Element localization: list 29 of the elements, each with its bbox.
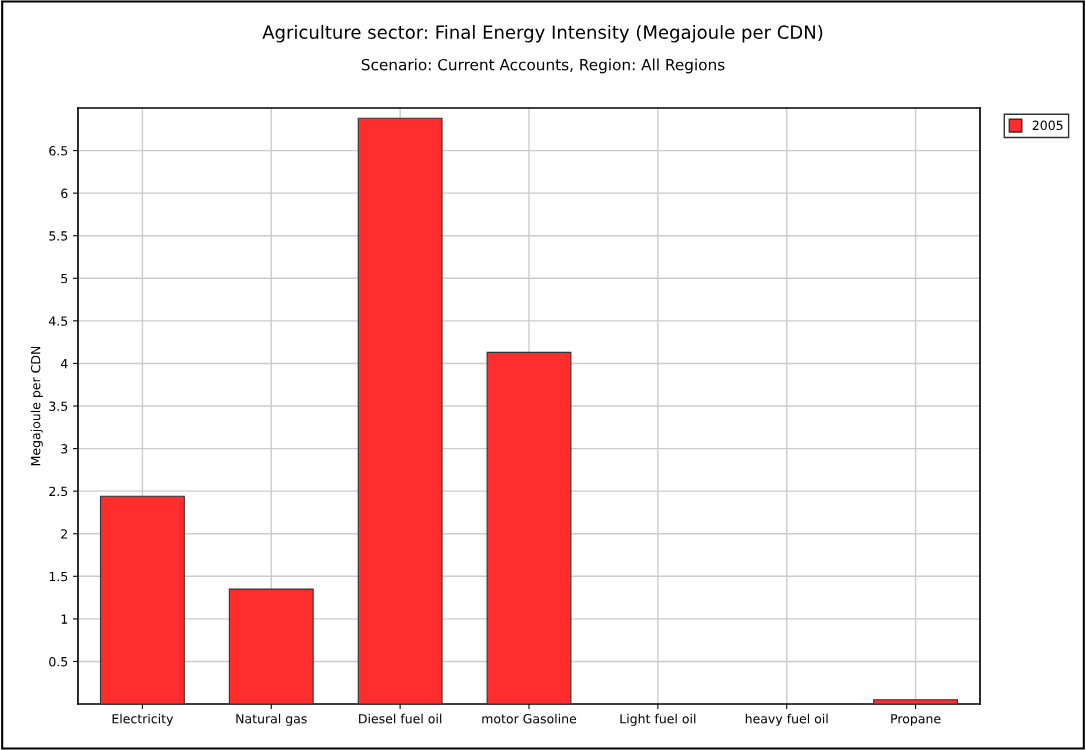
x-tick-label: Diesel fuel oil [359,713,442,724]
y-axis-title: Megajoule per CDN [30,346,43,466]
legend-label: 2005 [1032,120,1063,131]
x-tick-label: heavy fuel oil [745,713,828,726]
bar [228,588,314,705]
y-tick-label: 6.5 [49,146,68,156]
y-tick-label: 5.5 [49,231,68,241]
y-tick-label: 1 [61,614,68,624]
y-tick-label: 3 [61,444,68,454]
chart-subtitle: Scenario: Current Accounts, Region: All Regions [361,58,725,74]
bar [357,117,443,705]
x-tick-label: Light fuel oil [620,713,696,726]
y-tick-label: 4.5 [48,316,68,326]
x-tick-label: Electricity [112,713,174,726]
bar [873,699,959,705]
x-tick-label: Natural gas [236,713,307,726]
bar [486,351,572,705]
chart-title: Agriculture sector: Final Energy Intensity (Megajoule per CDN) [262,25,823,43]
y-tick-label: 3.5 [49,401,68,411]
bar [99,495,185,705]
x-tick-label: motor Gasoline [482,713,577,724]
y-tick-label: 2.5 [49,486,68,497]
y-tick-label: 2 [61,529,67,539]
y-tick-label: 1.5 [49,571,68,582]
y-tick-label: 0.5 [49,656,68,667]
y-tick-label: 4 [60,359,68,369]
y-tick-label: 5 [61,273,68,284]
x-tick-label: Propane [891,714,941,726]
y-tick-label: 6 [61,188,68,199]
